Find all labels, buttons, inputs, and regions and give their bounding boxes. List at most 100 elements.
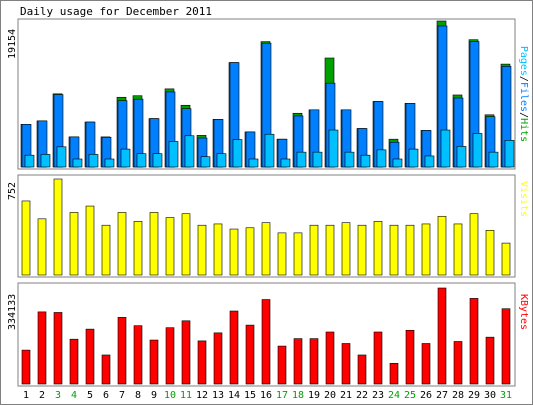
x-tick-label-7: 7: [119, 390, 125, 401]
bar-visits-day-28: [453, 223, 463, 276]
bar-pages-day-9: [152, 153, 163, 168]
bar-kbytes-day-28: [453, 341, 463, 385]
x-tick-label-20: 20: [324, 390, 336, 401]
x-tick-label-3: 3: [55, 390, 61, 401]
bar-visits-day-29: [469, 213, 479, 276]
bar-visits-day-9: [149, 212, 159, 276]
bar-pages-day-18: [296, 151, 307, 168]
x-tick-label-11: 11: [180, 390, 192, 401]
x-tick-label-13: 13: [212, 390, 224, 401]
legend-hits: Hits: [518, 118, 529, 142]
x-tick-label-21: 21: [340, 390, 352, 401]
bar-pages-day-28: [456, 146, 467, 168]
bar-kbytes-day-27: [437, 287, 447, 385]
svg-text:Pages/Files/Hits: Pages/Files/Hits: [518, 46, 529, 142]
kbytes-max-label: 334133: [7, 294, 18, 330]
bar-kbytes-day-18: [293, 338, 303, 385]
bar-visits-day-7: [117, 212, 127, 276]
bar-visits-day-17: [277, 232, 287, 276]
bar-kbytes-day-14: [229, 310, 239, 385]
x-tick-label-19: 19: [308, 390, 320, 401]
bar-visits-day-21: [341, 222, 351, 276]
bar-kbytes-day-17: [277, 345, 287, 385]
bar-kbytes-day-2: [37, 311, 47, 385]
bar-kbytes-day-29: [469, 298, 479, 385]
bar-kbytes-day-23: [373, 331, 383, 385]
bar-pages-day-2: [40, 154, 51, 168]
bar-pages-day-26: [424, 155, 435, 168]
bar-kbytes-day-7: [117, 317, 127, 385]
bar-visits-day-14: [229, 228, 239, 276]
bar-pages-day-15: [248, 158, 259, 168]
hits-max-label: 19154: [7, 29, 18, 59]
bar-pages-day-30: [488, 151, 499, 168]
bar-kbytes-day-3: [53, 312, 63, 385]
bar-kbytes-day-22: [357, 354, 367, 385]
bar-visits-day-3: [53, 178, 63, 276]
x-tick-label-23: 23: [372, 390, 384, 401]
bar-kbytes-day-10: [165, 327, 175, 385]
x-tick-label-4: 4: [71, 390, 77, 401]
bar-visits-day-22: [357, 224, 367, 276]
x-tick-label-30: 30: [484, 390, 496, 401]
chart-title: Daily usage for December 2011: [20, 5, 212, 18]
bar-visits-day-10: [165, 217, 175, 276]
bar-kbytes-day-30: [485, 336, 495, 385]
bar-pages-day-22: [360, 154, 371, 168]
bar-visits-day-19: [309, 224, 319, 276]
legend-pages: Pages: [518, 46, 529, 76]
x-tick-label-2: 2: [39, 390, 45, 401]
x-tick-label-14: 14: [228, 390, 240, 401]
bar-pages-day-21: [344, 151, 355, 168]
bar-kbytes-day-8: [133, 325, 143, 385]
bar-kbytes-day-11: [181, 320, 191, 385]
bar-pages-day-16: [264, 133, 275, 168]
legend-sep-1: /: [518, 76, 529, 82]
bar-visits-day-24: [389, 224, 399, 276]
x-tick-label-9: 9: [151, 390, 157, 401]
bar-pages-day-25: [408, 148, 419, 168]
bar-pages-day-31: [504, 140, 515, 168]
x-tick-label-12: 12: [196, 390, 208, 401]
bars-layer: [20, 20, 515, 385]
bar-visits-day-1: [21, 200, 31, 276]
x-tick-label-29: 29: [468, 390, 480, 401]
bar-kbytes-day-21: [341, 343, 351, 385]
bar-visits-day-25: [405, 224, 415, 276]
bar-pages-day-12: [200, 156, 211, 168]
bar-pages-day-13: [216, 153, 227, 168]
x-tick-label-1: 1: [23, 390, 29, 401]
bar-kbytes-day-12: [197, 340, 207, 385]
bar-visits-day-12: [197, 224, 207, 276]
bar-kbytes-day-5: [85, 328, 95, 385]
bar-visits-day-26: [421, 223, 431, 276]
bar-kbytes-day-6: [101, 354, 111, 385]
bar-pages-day-8: [136, 153, 147, 168]
bar-pages-day-17: [280, 158, 291, 168]
bar-visits-day-15: [245, 227, 255, 276]
bar-pages-day-1: [24, 154, 35, 168]
bar-visits-day-11: [181, 213, 191, 276]
bar-kbytes-day-19: [309, 338, 319, 385]
x-tick-label-5: 5: [87, 390, 93, 401]
bar-pages-day-20: [328, 129, 339, 168]
x-tick-label-31: 31: [500, 390, 512, 401]
x-tick-label-10: 10: [164, 390, 176, 401]
bar-kbytes-day-31: [501, 308, 511, 385]
bar-pages-day-27: [440, 129, 451, 168]
bar-visits-day-27: [437, 215, 447, 276]
bar-kbytes-day-1: [21, 349, 31, 385]
bar-pages-day-10: [168, 141, 179, 168]
bar-visits-day-4: [69, 212, 79, 276]
x-tick-label-18: 18: [292, 390, 304, 401]
bar-visits-day-5: [85, 205, 95, 276]
bar-kbytes-day-26: [421, 343, 431, 385]
bar-pages-day-14: [232, 139, 243, 168]
bar-visits-day-16: [261, 222, 271, 276]
legend-files: Files: [518, 82, 529, 112]
bar-pages-day-11: [184, 135, 195, 168]
bar-visits-day-2: [37, 218, 47, 276]
bar-pages-day-3: [56, 146, 67, 168]
bar-visits-day-8: [133, 221, 143, 276]
